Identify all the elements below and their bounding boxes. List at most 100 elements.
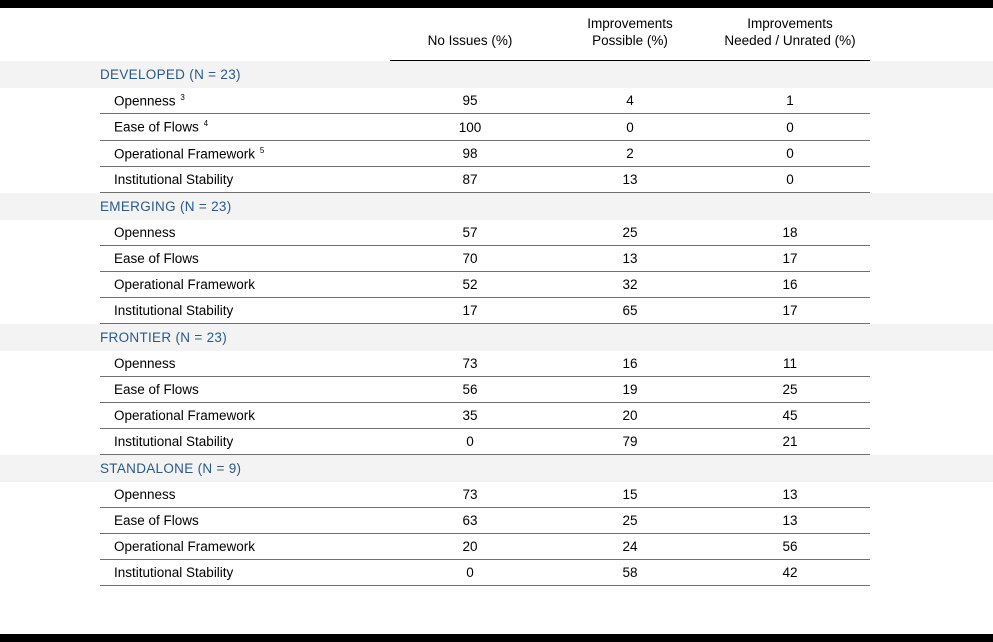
row-label-text: Operational Framework <box>114 277 255 292</box>
row-label: Operational Framework <box>100 272 390 298</box>
table-row: Operational Framework 59820 <box>0 141 993 167</box>
cell-improvements-needed: 11 <box>710 351 870 377</box>
table-row: Ease of Flows 410000 <box>0 114 993 140</box>
table-row: Institutional Stability 176517 <box>0 298 993 324</box>
cell-no-issues: 73 <box>390 482 550 508</box>
row-label-text: Institutional Stability <box>114 565 233 580</box>
row-label-text: Operational Framework <box>114 408 255 423</box>
cell-improvements-possible: 20 <box>550 403 710 429</box>
row-label-text: Ease of Flows <box>114 251 199 266</box>
cell-no-issues: 73 <box>390 351 550 377</box>
cell-no-issues: 70 <box>390 246 550 272</box>
cell-improvements-possible: 13 <box>550 167 710 193</box>
table-row: Openness 731611 <box>0 351 993 377</box>
cell-improvements-needed: 56 <box>710 534 870 560</box>
row-label: Institutional Stability <box>100 560 390 586</box>
row-label: Operational Framework 5 <box>100 141 390 167</box>
cell-improvements-possible: 25 <box>550 508 710 534</box>
row-label-text: Institutional Stability <box>114 434 233 449</box>
cell-no-issues: 17 <box>390 298 550 324</box>
row-label-text: Ease of Flows <box>114 120 199 135</box>
row-label: Ease of Flows <box>100 508 390 534</box>
row-label: Institutional Stability <box>100 429 390 455</box>
cell-no-issues: 0 <box>390 560 550 586</box>
row-label-text: Operational Framework <box>114 539 255 554</box>
section-title: EMERGING (N = 23) <box>100 193 870 220</box>
table-row: Operational Framework352045 <box>0 403 993 429</box>
row-label-text: Institutional Stability <box>114 303 233 318</box>
cell-improvements-needed: 0 <box>710 114 870 140</box>
cell-improvements-possible: 25 <box>550 220 710 246</box>
table-row: Openness 39541 <box>0 88 993 114</box>
cell-improvements-needed: 16 <box>710 272 870 298</box>
row-label-text: Openness <box>114 356 176 371</box>
cell-improvements-possible: 32 <box>550 272 710 298</box>
row-label-text: Openness <box>114 487 176 502</box>
cell-improvements-possible: 58 <box>550 560 710 586</box>
row-label: Openness <box>100 220 390 246</box>
table-row: Openness731513 <box>0 482 993 508</box>
cell-improvements-possible: 19 <box>550 377 710 403</box>
cell-improvements-possible: 65 <box>550 298 710 324</box>
col-header-improvements-needed: Improvements Needed / Unrated (%) <box>710 8 870 60</box>
cell-improvements-needed: 0 <box>710 167 870 193</box>
table-head: No Issues (%) Improvements Possible (%) … <box>0 8 993 61</box>
row-label: Ease of Flows <box>100 377 390 403</box>
section-header-row: EMERGING (N = 23) <box>0 193 993 220</box>
row-label: Openness <box>100 482 390 508</box>
cell-no-issues: 87 <box>390 167 550 193</box>
cell-improvements-needed: 13 <box>710 508 870 534</box>
row-label: Openness 3 <box>100 88 390 114</box>
row-label: Institutional Stability <box>100 298 390 324</box>
cell-improvements-possible: 79 <box>550 429 710 455</box>
col-header-no-issues: No Issues (%) <box>390 8 550 60</box>
row-label-text: Ease of Flows <box>114 382 199 397</box>
footnote-marker: 5 <box>260 146 264 155</box>
cell-no-issues: 98 <box>390 141 550 167</box>
section-header-row: FRONTIER (N = 23) <box>0 324 993 351</box>
cell-improvements-needed: 21 <box>710 429 870 455</box>
cell-no-issues: 52 <box>390 272 550 298</box>
section-header-row: STANDALONE (N = 9) <box>0 455 993 482</box>
top-black-bar <box>0 0 993 8</box>
table-body: DEVELOPED (N = 23)Openness 39541Ease of … <box>0 61 993 587</box>
cell-improvements-needed: 45 <box>710 403 870 429</box>
row-label-text: Ease of Flows <box>114 513 199 528</box>
table-row: Institutional Stability 07921 <box>0 429 993 455</box>
table-row: Institutional Stability05842 <box>0 560 993 586</box>
row-label-text: Operational Framework <box>114 146 255 161</box>
row-label: Operational Framework <box>100 534 390 560</box>
row-label: Operational Framework <box>100 403 390 429</box>
table-container: No Issues (%) Improvements Possible (%) … <box>0 8 993 634</box>
cell-no-issues: 95 <box>390 88 550 114</box>
footnote-marker: 4 <box>204 119 208 128</box>
cell-improvements-needed: 0 <box>710 141 870 167</box>
cell-improvements-possible: 2 <box>550 141 710 167</box>
cell-no-issues: 56 <box>390 377 550 403</box>
table-row: Operational Framework 202456 <box>0 534 993 560</box>
cell-improvements-possible: 4 <box>550 88 710 114</box>
table-row: Ease of Flows 632513 <box>0 508 993 534</box>
row-label: Ease of Flows 4 <box>100 114 390 140</box>
row-label-text: Openness <box>114 225 176 240</box>
table-row: Ease of Flows 561925 <box>0 377 993 403</box>
table-row: Openness572518 <box>0 220 993 246</box>
cell-improvements-needed: 17 <box>710 298 870 324</box>
col-header-improvements-possible: Improvements Possible (%) <box>550 8 710 60</box>
row-label: Ease of Flows <box>100 246 390 272</box>
cell-improvements-needed: 13 <box>710 482 870 508</box>
cell-no-issues: 20 <box>390 534 550 560</box>
row-label-text: Openness <box>114 93 176 108</box>
cell-improvements-possible: 16 <box>550 351 710 377</box>
cell-improvements-possible: 24 <box>550 534 710 560</box>
cell-no-issues: 0 <box>390 429 550 455</box>
table-row: Operational Framework 523216 <box>0 272 993 298</box>
row-label: Openness <box>100 351 390 377</box>
section-title: STANDALONE (N = 9) <box>100 455 870 482</box>
cell-improvements-needed: 18 <box>710 220 870 246</box>
data-table: No Issues (%) Improvements Possible (%) … <box>0 8 993 586</box>
table-row: Institutional Stability87130 <box>0 167 993 193</box>
bottom-black-bar <box>0 634 993 642</box>
cell-no-issues: 63 <box>390 508 550 534</box>
cell-improvements-needed: 25 <box>710 377 870 403</box>
